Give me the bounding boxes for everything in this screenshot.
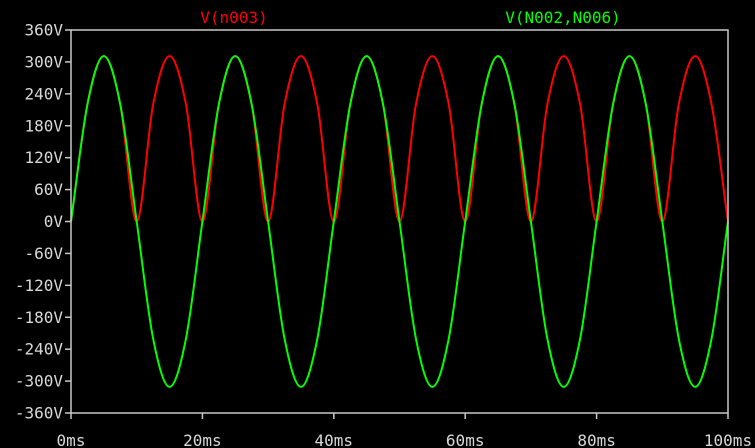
plot-traces xyxy=(70,55,729,388)
legend-label-v-n002-n006[interactable]: V(N002,N006) xyxy=(505,8,621,27)
y-tick-label: 300V xyxy=(24,52,63,71)
y-tick-label: 180V xyxy=(24,116,63,135)
y-tick-label: 360V xyxy=(24,21,63,40)
x-tick-label: 60ms xyxy=(446,431,485,448)
y-tick-label: -60V xyxy=(24,244,63,263)
x-tick-label: 80ms xyxy=(577,431,616,448)
y-tick-label: -360V xyxy=(15,404,64,423)
y-tick-label: -180V xyxy=(15,308,64,327)
x-tick-label: 20ms xyxy=(183,431,222,448)
y-tick-label: 60V xyxy=(34,180,63,199)
y-tick-label: -240V xyxy=(15,340,64,359)
legend-label-v-n003[interactable]: V(n003) xyxy=(200,8,267,27)
series-line-v-n002-n006 xyxy=(70,55,729,388)
y-tick-label: -300V xyxy=(15,372,64,391)
y-tick-label: 0V xyxy=(44,212,64,231)
x-tick-label: 0ms xyxy=(57,431,86,448)
plot-frame xyxy=(70,29,729,414)
axis-ticks: 360V 300V 240V 180V 120V 60V 0V -60V -120V -180V -… xyxy=(15,21,752,448)
y-tick-label: 120V xyxy=(24,148,63,167)
y-tick-label: -120V xyxy=(15,276,64,295)
x-tick-label: 40ms xyxy=(315,431,354,448)
x-tick-label: 100ms xyxy=(704,431,752,448)
y-tick-label: 240V xyxy=(24,84,63,103)
legend: V(n003) V(N002,N006) xyxy=(200,8,621,27)
